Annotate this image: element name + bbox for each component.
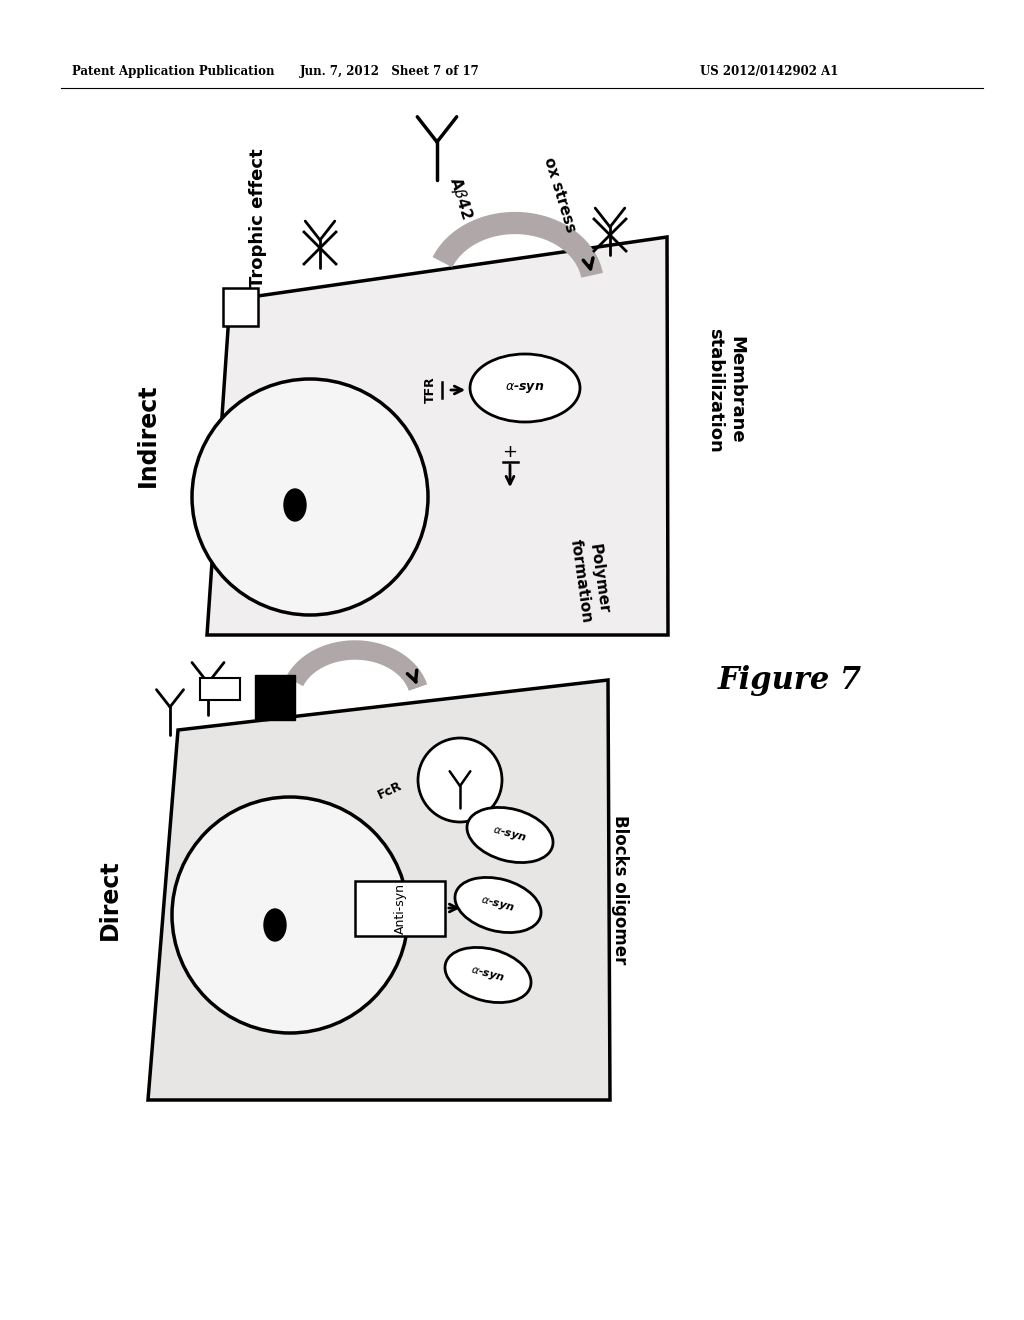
Bar [223, 288, 258, 326]
Bar [255, 675, 295, 719]
Text: +: + [503, 444, 517, 461]
Bar [200, 678, 240, 700]
Circle shape [418, 738, 502, 822]
Circle shape [193, 379, 428, 615]
Ellipse shape [455, 878, 541, 932]
Text: Indirect: Indirect [136, 383, 160, 487]
Text: Jun. 7, 2012   Sheet 7 of 17: Jun. 7, 2012 Sheet 7 of 17 [300, 66, 480, 78]
Text: TFR: TFR [424, 376, 436, 404]
Text: Figure 7: Figure 7 [718, 664, 862, 696]
Text: Patent Application Publication: Patent Application Publication [72, 66, 274, 78]
Text: Blocks oligomer: Blocks oligomer [611, 816, 629, 965]
Ellipse shape [470, 354, 580, 422]
Ellipse shape [284, 488, 306, 521]
Bar [355, 880, 445, 936]
Text: Polymer
formation: Polymer formation [568, 536, 612, 624]
Polygon shape [148, 680, 610, 1100]
Polygon shape [207, 238, 668, 635]
Text: FcR: FcR [376, 779, 404, 801]
Text: ox stress: ox stress [542, 156, 579, 235]
Ellipse shape [264, 909, 286, 941]
Ellipse shape [445, 948, 531, 1003]
Circle shape [172, 797, 408, 1034]
Text: $\alpha$-syn: $\alpha$-syn [469, 965, 507, 985]
Text: Membrane
stabilization: Membrane stabilization [707, 327, 745, 453]
Text: A$\beta$42: A$\beta$42 [444, 174, 475, 222]
Text: $\alpha$-syn: $\alpha$-syn [506, 381, 545, 395]
Ellipse shape [467, 808, 553, 862]
Text: Direct: Direct [98, 859, 122, 940]
Text: $\alpha$-syn: $\alpha$-syn [492, 825, 528, 845]
Text: $\alpha$-syn: $\alpha$-syn [479, 895, 516, 915]
Text: Trophic effect: Trophic effect [249, 148, 267, 288]
Text: US 2012/0142902 A1: US 2012/0142902 A1 [700, 66, 839, 78]
Text: Anti-syn: Anti-syn [393, 883, 407, 933]
